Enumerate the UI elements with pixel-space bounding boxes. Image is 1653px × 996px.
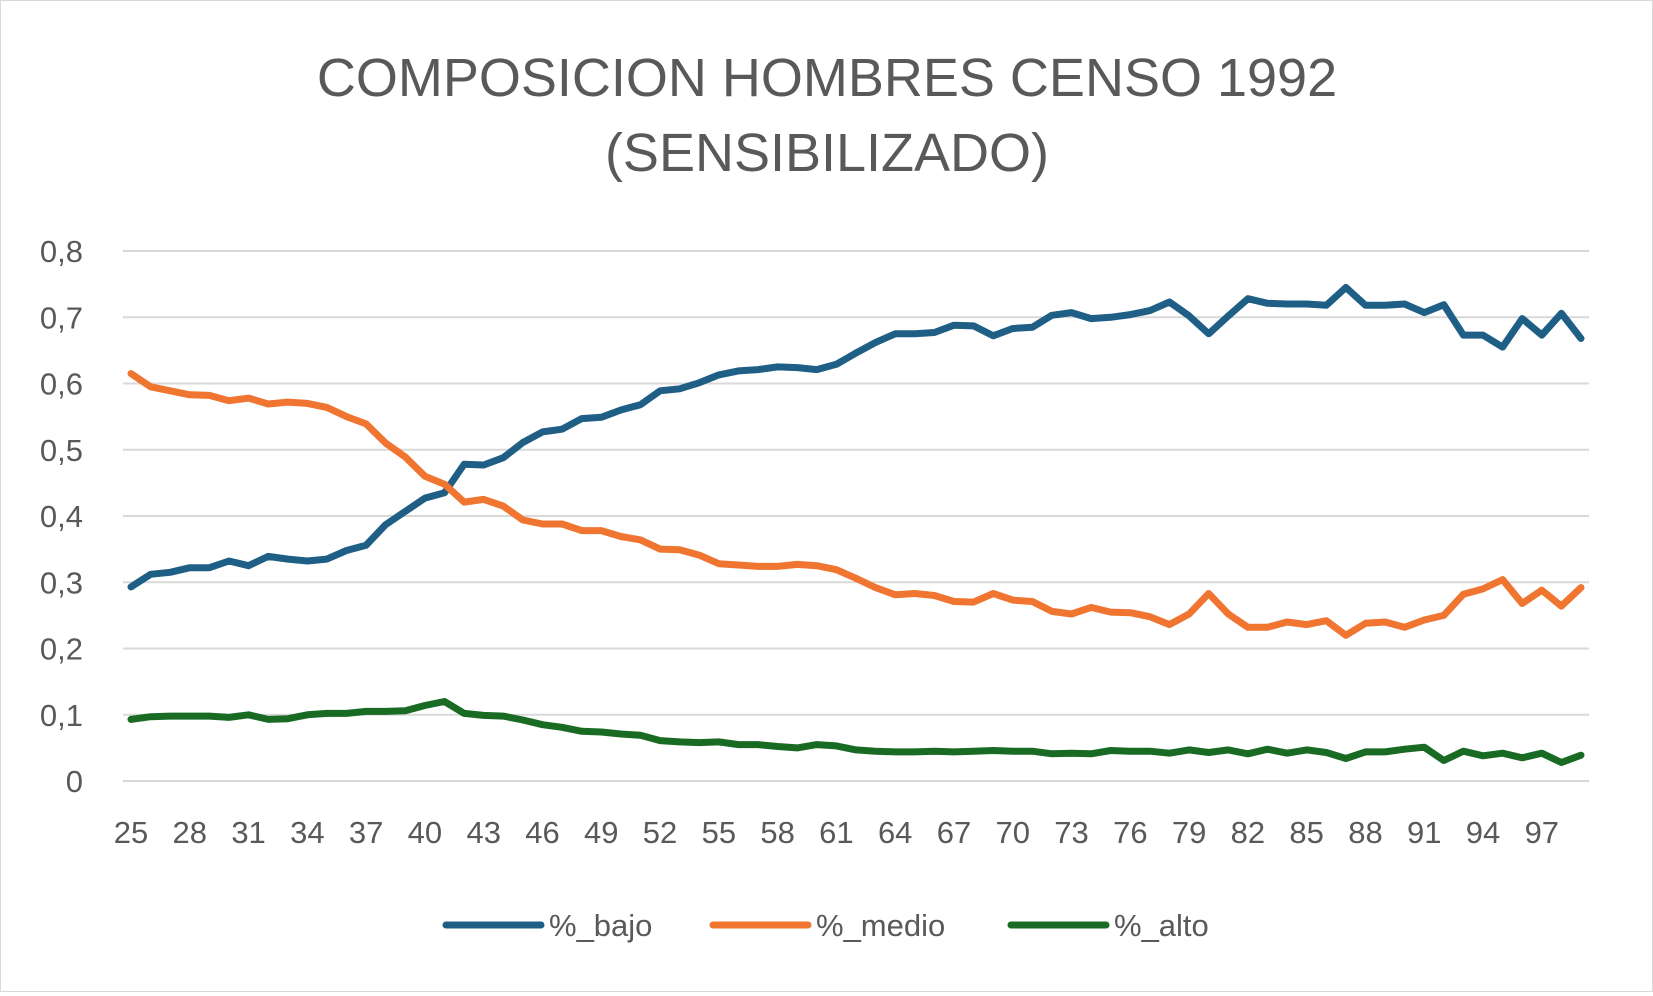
y-tick-label: 0,6 — [40, 367, 83, 402]
gridlines — [123, 250, 1589, 782]
x-tick-label: 43 — [466, 815, 500, 850]
y-tick-label: 0,3 — [40, 565, 83, 600]
x-tick-label: 37 — [349, 815, 383, 850]
x-tick-label: 73 — [1054, 815, 1088, 850]
x-tick-label: 94 — [1466, 815, 1500, 850]
x-tick-label: 49 — [584, 815, 618, 850]
series-line-medio — [127, 370, 1585, 639]
x-tick-label: 82 — [1231, 815, 1265, 850]
series-line-bajo — [127, 283, 1585, 591]
x-tick-label: 40 — [408, 815, 442, 850]
legend-label: %_bajo — [549, 908, 652, 943]
y-tick-label: 0 — [66, 764, 83, 799]
x-tick-label: 79 — [1172, 815, 1206, 850]
y-tick-label: 0,7 — [40, 300, 83, 335]
x-tick-label: 67 — [937, 815, 971, 850]
x-tick-label: 61 — [819, 815, 853, 850]
x-tick-label: 88 — [1348, 815, 1382, 850]
legend-label: %_alto — [1114, 908, 1209, 943]
y-tick-label: 0,8 — [40, 234, 83, 269]
x-tick-label: 58 — [760, 815, 794, 850]
x-tick-label: 25 — [114, 815, 148, 850]
x-tick-label: 34 — [290, 815, 324, 850]
x-tick-label: 55 — [702, 815, 736, 850]
x-tick-label: 64 — [878, 815, 912, 850]
legend-label: %_medio — [816, 908, 945, 943]
series-lines — [127, 283, 1585, 766]
y-tick-label: 0,1 — [40, 698, 83, 733]
x-tick-label: 28 — [173, 815, 207, 850]
y-tick-label: 0,5 — [40, 433, 83, 468]
x-axis-tick-labels: 25 28 31 34 37 40 43 46 49 52 55 58 61 64 67 70 73 76 79 82… — [114, 815, 1559, 850]
legend: %_bajo %_medio %_alto — [442, 908, 1209, 943]
chart-title-line-1: COMPOSICION HOMBRES CENSO 1992 — [317, 48, 1337, 108]
y-axis-tick-labels: 0 0,1 0,2 0,3 0,4 0,5 0,6 0,7 0,8 — [40, 234, 83, 799]
x-tick-label: 97 — [1525, 815, 1559, 850]
x-tick-label: 31 — [231, 815, 265, 850]
x-tick-label: 46 — [525, 815, 559, 850]
series-line-alto — [127, 698, 1585, 766]
x-tick-label: 52 — [643, 815, 677, 850]
x-tick-label: 70 — [996, 815, 1030, 850]
chart-title-line-2: (SENSIBILIZADO) — [605, 123, 1049, 183]
x-tick-label: 76 — [1113, 815, 1147, 850]
y-tick-label: 0,2 — [40, 632, 83, 667]
y-tick-label: 0,4 — [40, 499, 83, 534]
x-tick-label: 91 — [1407, 815, 1441, 850]
x-tick-label: 85 — [1289, 815, 1323, 850]
